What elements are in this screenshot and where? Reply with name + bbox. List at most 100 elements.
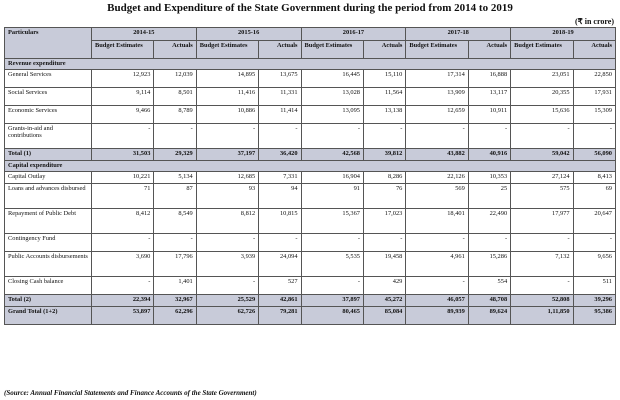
cell: - — [90, 123, 155, 149]
cell: 3,690 — [90, 251, 155, 277]
cell: 5,134 — [153, 171, 197, 184]
cell: 575 — [510, 183, 574, 209]
cell: 10,886 — [195, 105, 260, 124]
cell: 3,939 — [195, 251, 260, 277]
row-label: Social Services — [4, 87, 92, 106]
cell: 554 — [467, 276, 512, 295]
total-row: Total (2) 22,394 32,967 25,529 42,861 37… — [4, 294, 617, 307]
cell: 1,11,850 — [510, 306, 574, 325]
cell: 46,057 — [405, 294, 469, 307]
cell: 5,535 — [300, 251, 364, 277]
cell: 29,329 — [153, 148, 197, 161]
cell: 42,568 — [300, 148, 364, 161]
budget-estimates-header: Budget Estimates — [90, 40, 155, 59]
cell: 17,977 — [510, 208, 574, 234]
cell: 79,281 — [258, 306, 302, 325]
cell: 15,367 — [300, 208, 364, 234]
cell: 56,090 — [572, 148, 617, 161]
row-label: Contingency Fund — [4, 233, 92, 252]
row-label: Total (2) — [4, 294, 92, 307]
cell: 69 — [572, 183, 617, 209]
cell: 76 — [362, 183, 407, 209]
cell: 8,812 — [195, 208, 260, 234]
cell: - — [510, 123, 574, 149]
cell: 27,124 — [510, 171, 574, 184]
cell: 10,911 — [467, 105, 512, 124]
cell: 527 — [258, 276, 302, 295]
cell: - — [258, 233, 302, 252]
row-label: Loans and advances disbursed — [4, 183, 92, 209]
table-row: Social Services 9,114 8,501 11,416 11,33… — [4, 87, 617, 106]
cell: 15,636 — [510, 105, 574, 124]
row-label: Repayment of Public Debt — [4, 208, 92, 234]
cell: 39,296 — [572, 294, 617, 307]
cell: 7,132 — [510, 251, 574, 277]
cell: - — [195, 123, 260, 149]
cell: 62,296 — [153, 306, 197, 325]
cell: 13,909 — [405, 87, 469, 106]
cell: 89,939 — [405, 306, 469, 325]
cell: 71 — [90, 183, 155, 209]
row-label: Economic Services — [4, 105, 92, 124]
actuals-header: Actuals — [153, 40, 197, 59]
budget-estimates-header: Budget Estimates — [510, 40, 574, 59]
cell: 1,401 — [153, 276, 197, 295]
cell: 18,401 — [405, 208, 469, 234]
cell: 23,051 — [510, 69, 574, 88]
cell: 8,412 — [90, 208, 155, 234]
cell: 85,084 — [362, 306, 407, 325]
page-title: Budget and Expenditure of the State Gove… — [107, 2, 513, 14]
cell: - — [405, 233, 469, 252]
cell: 429 — [362, 276, 407, 295]
cell: 12,039 — [153, 69, 197, 88]
cell: 17,314 — [405, 69, 469, 88]
cell: 32,967 — [153, 294, 197, 307]
budget-estimates-header: Budget Estimates — [405, 40, 469, 59]
cell: 15,309 — [572, 105, 617, 124]
cell: 24,094 — [258, 251, 302, 277]
row-label: Grants-in-aid and contributions — [4, 123, 92, 149]
cell: 25 — [467, 183, 512, 209]
row-label: Grand Total (1+2) — [4, 306, 92, 325]
cell: 16,888 — [467, 69, 512, 88]
year-header-row: Particulars 2014-15 2015-16 2016-17 2017… — [4, 27, 616, 59]
cell: 17,796 — [153, 251, 197, 277]
table-row: Repayment of Public Debt 8,412 8,549 8,8… — [4, 208, 617, 234]
cell: - — [195, 233, 260, 252]
cell: - — [510, 276, 574, 295]
cell: 17,023 — [362, 208, 407, 234]
budget-estimates-header: Budget Estimates — [300, 40, 364, 59]
cell: 4,961 — [405, 251, 469, 277]
cell: 80,465 — [300, 306, 364, 325]
cell: - — [300, 233, 364, 252]
cell: 11,564 — [362, 87, 407, 106]
cell: 36,420 — [258, 148, 302, 161]
subheader-row: Budget Estimates Actuals Budget Estimate… — [5, 40, 617, 59]
cell: 13,095 — [300, 105, 364, 124]
cell: 22,490 — [467, 208, 512, 234]
cell: 11,416 — [195, 87, 260, 106]
cell: 37,897 — [300, 294, 364, 307]
cell: 9,114 — [90, 87, 155, 106]
cell: 31,503 — [90, 148, 155, 161]
cell: 13,138 — [362, 105, 407, 124]
cell: - — [195, 276, 260, 295]
cell: 14,895 — [195, 69, 260, 88]
cell: 511 — [572, 276, 617, 295]
cell: 22,850 — [572, 69, 617, 88]
cell: 17,931 — [572, 87, 617, 106]
cell: 95,386 — [572, 306, 617, 325]
cell: - — [467, 233, 512, 252]
cell: 94 — [258, 183, 302, 209]
cell: - — [510, 233, 574, 252]
cell: 16,904 — [300, 171, 364, 184]
cell: 7,331 — [258, 171, 302, 184]
cell: 19,458 — [362, 251, 407, 277]
budget-estimates-header: Budget Estimates — [195, 40, 260, 59]
cell: 16,445 — [300, 69, 364, 88]
particulars-header: Particulars — [4, 27, 92, 59]
cell: 12,685 — [195, 171, 260, 184]
table-row: Contingency Fund - - - - - - - - - - — [4, 233, 617, 252]
table-row: Closing Cash balance - 1,401 - 527 - 429… — [4, 276, 617, 295]
